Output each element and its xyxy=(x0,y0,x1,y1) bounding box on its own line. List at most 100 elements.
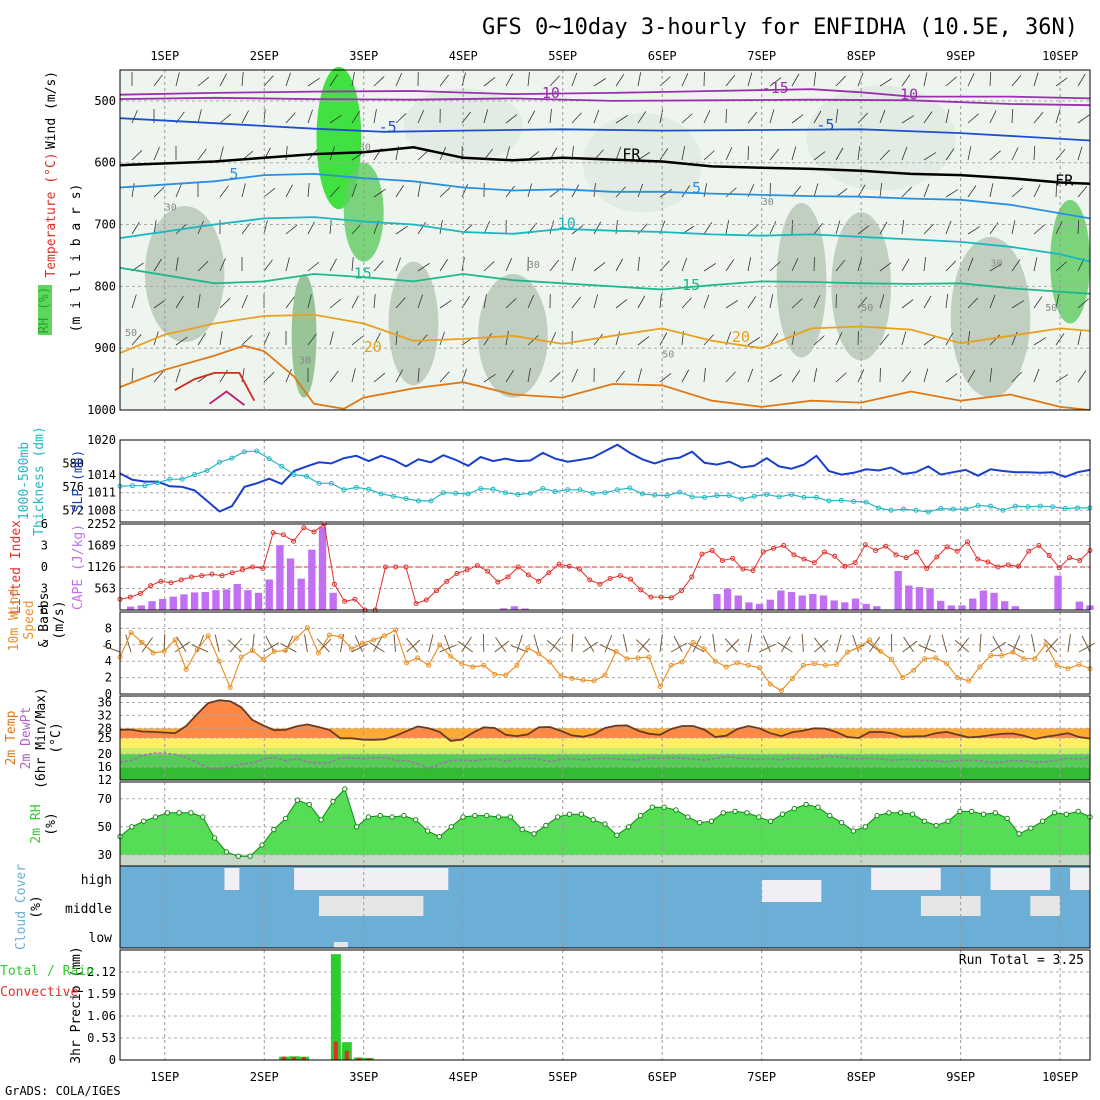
ylabel-cloud-line: Cloud Cover xyxy=(14,864,29,950)
date-label-top: 2SEP xyxy=(250,49,279,63)
lifted-index-point xyxy=(1056,565,1062,571)
lifted-index-point xyxy=(209,571,215,577)
cape-bar xyxy=(126,606,135,610)
cape-bar xyxy=(894,571,902,610)
wind10m-barb xyxy=(304,634,308,653)
wind10m-barb xyxy=(549,637,562,653)
upper-wind-barb xyxy=(945,220,952,235)
thickness-point xyxy=(129,483,135,489)
rh2m-point xyxy=(460,814,466,820)
date-label-top: 5SEP xyxy=(548,49,577,63)
rh2m-y-tick: 70 xyxy=(98,792,112,806)
cape-bar xyxy=(318,526,327,610)
upper-wind-barb xyxy=(219,331,223,346)
wind10m-speed-point xyxy=(293,635,299,641)
upper-wind-barb xyxy=(571,72,578,87)
upper-wind-barb xyxy=(835,220,841,235)
upper-wind-barb xyxy=(989,334,1001,346)
wind10m-barb xyxy=(954,639,970,653)
ylabel-wind10m-line: Speed xyxy=(22,600,37,639)
wind10m-barb xyxy=(369,642,385,653)
upper-wind-barb xyxy=(967,146,972,161)
thickness-point xyxy=(403,496,409,502)
thickness-point xyxy=(391,493,397,499)
precip-convective-bar xyxy=(356,1057,361,1060)
upper-wind-barb xyxy=(175,336,188,346)
precip-y-tick: 0 xyxy=(109,1053,116,1067)
thickness-point xyxy=(789,491,795,497)
lifted-index-point xyxy=(740,566,746,572)
wind10m-y-tick: 8 xyxy=(105,621,112,635)
upper-wind-barb xyxy=(923,223,935,235)
lifted-index-point xyxy=(168,580,174,586)
rh2m-point xyxy=(803,801,809,808)
ylabel-wind: Wind (m/s) xyxy=(44,71,59,149)
upper-wind-barb xyxy=(1077,73,1086,87)
isotherm-label: FR xyxy=(1055,172,1074,190)
precip-frame xyxy=(119,949,1091,1061)
upper-wind-barb xyxy=(373,294,376,309)
rh2m-point xyxy=(1063,811,1070,817)
thickness-point xyxy=(167,476,173,482)
lifted-index-point xyxy=(913,549,919,555)
upper-wind-barb xyxy=(417,183,421,198)
ylabel-wind10m-line: 10m Wind xyxy=(7,589,22,652)
rh2m-point xyxy=(850,828,857,834)
upper-wind-barb xyxy=(615,258,624,272)
wind10m-speed-point xyxy=(845,649,850,655)
rh2m-point xyxy=(531,831,537,837)
wind10m-barb xyxy=(724,638,738,653)
lifted-index-point xyxy=(791,552,797,558)
upper-wind-barb xyxy=(461,72,467,87)
upper-wind-barb xyxy=(307,109,313,124)
wind10m-barb xyxy=(1081,635,1091,653)
upper-wind-barb xyxy=(857,146,861,161)
wind10m-barb xyxy=(604,635,613,653)
thickness-point xyxy=(1050,504,1056,510)
lifted-index-point xyxy=(944,544,950,550)
lifted-index-point xyxy=(188,574,194,580)
lifted-index-point xyxy=(801,556,807,562)
ylabel-temperature-line: Temperature (°C) xyxy=(44,152,59,277)
wind10m-barb xyxy=(444,634,452,653)
lifted-index-point xyxy=(689,574,695,580)
upper-wind-barb xyxy=(241,183,246,198)
wind10m-speed-point xyxy=(238,654,244,660)
wind10m-barb xyxy=(533,634,540,653)
upper-wind-barb xyxy=(615,115,628,124)
cloud-level-label: middle xyxy=(65,902,112,917)
upper-wind-barb xyxy=(1033,257,1038,272)
date-label-bottom: 2SEP xyxy=(250,1070,279,1084)
upper-wind-barb xyxy=(1077,298,1089,309)
thickness-point xyxy=(988,503,994,509)
upper-wind-barb xyxy=(1011,147,1019,161)
upper-wind-barb xyxy=(1033,145,1036,161)
precip-y-tick: 2.12 xyxy=(87,965,116,979)
upper-wind-barb xyxy=(857,369,865,383)
lifted-index-point xyxy=(760,549,766,555)
ylabel-cloud: Cloud Cover (%) xyxy=(14,864,44,950)
lifted-index-point xyxy=(485,568,491,574)
cape-bar xyxy=(510,606,519,610)
upper-wind-barb xyxy=(835,372,847,383)
lifted-index-point xyxy=(158,578,164,584)
upper-wind-barb xyxy=(901,370,912,383)
lifted-index-point xyxy=(1077,558,1083,564)
upper-wind-barb xyxy=(879,149,891,161)
wind10m-speed-point xyxy=(415,655,421,661)
wind10m-speed-point xyxy=(481,662,487,668)
upper-wind-barb xyxy=(681,185,691,198)
thickness-point xyxy=(192,472,198,478)
precip-convective-bar xyxy=(292,1057,297,1060)
upper-wind-barb xyxy=(1077,186,1088,198)
upper-wind-barb xyxy=(1011,300,1025,309)
upper-wind-barb xyxy=(1077,370,1087,383)
rh2m-point xyxy=(827,812,833,819)
lifted-index-point xyxy=(852,560,858,566)
lifted-index-point xyxy=(1026,548,1032,554)
upper-wind-barb xyxy=(923,72,928,87)
lifted-index-point xyxy=(137,591,143,597)
precip-convective-bar xyxy=(302,1057,307,1060)
chart-title: GFS 0~10day 3-hourly for ENFIDHA (10.5E,… xyxy=(482,15,1078,40)
upper-wind-barb xyxy=(1055,221,1063,235)
